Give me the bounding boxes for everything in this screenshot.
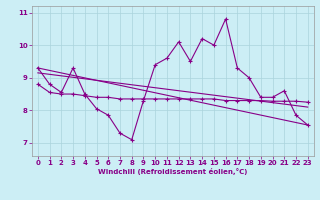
X-axis label: Windchill (Refroidissement éolien,°C): Windchill (Refroidissement éolien,°C) bbox=[98, 168, 247, 175]
